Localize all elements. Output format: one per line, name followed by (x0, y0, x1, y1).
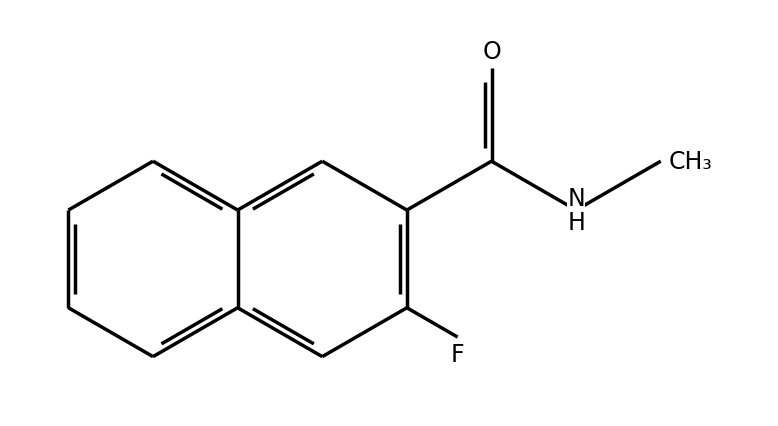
Text: H: H (567, 210, 585, 234)
Text: CH₃: CH₃ (668, 150, 713, 174)
Text: O: O (482, 40, 501, 64)
Text: N: N (567, 187, 585, 210)
Text: F: F (450, 342, 464, 366)
